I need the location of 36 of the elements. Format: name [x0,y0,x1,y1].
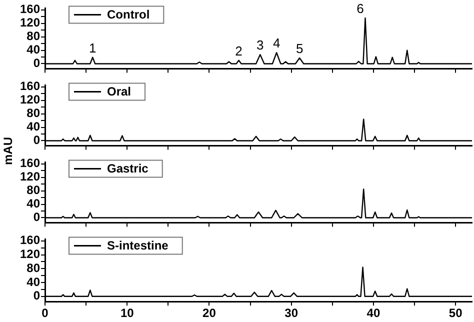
legend-label: S-intestine [107,238,169,253]
legend-label: Oral [107,84,132,99]
y-tick-label: 120 [20,247,40,262]
y-tick-label: 80 [26,183,40,198]
y-tick-label: 160 [20,2,40,16]
y-tick-label: 80 [26,106,40,120]
annotation: 4 [272,36,280,51]
y-tick-label: 0 [33,288,40,303]
y-tick-label: 40 [26,196,40,211]
y-tick-label: 40 [26,274,40,289]
x-tick-label: 30 [284,306,298,320]
annotation: 1 [89,40,96,56]
y-tick-label: 160 [20,79,40,94]
x-tick-label: 40 [366,306,380,320]
y-tick-label: 120 [20,92,40,107]
annotation: 5 [296,41,304,56]
y-axis-title: mAU [1,136,16,166]
y-tick-label: 40 [26,42,40,57]
y-tick-label: 80 [26,29,40,44]
annotation: 2 [235,43,242,58]
annotation: 3 [256,38,264,53]
y-tick-label: 160 [20,156,40,170]
x-tick-label: 10 [120,306,134,320]
annotation: 6 [356,1,364,16]
y-tick-label: 0 [33,133,40,148]
y-tick-label: 120 [20,170,40,184]
legend-label: Control [107,8,150,22]
y-tick-label: 120 [20,16,40,30]
y-tick-label: 80 [26,260,40,275]
y-tick-label: 0 [33,210,40,224]
y-tick-label: 40 [26,120,40,134]
x-tick-label: 20 [202,306,216,320]
y-tick-label: 160 [20,233,40,248]
y-tick-label: 0 [33,56,40,70]
legend-label: Gastric [107,162,149,176]
x-tick-label: 50 [448,306,463,320]
